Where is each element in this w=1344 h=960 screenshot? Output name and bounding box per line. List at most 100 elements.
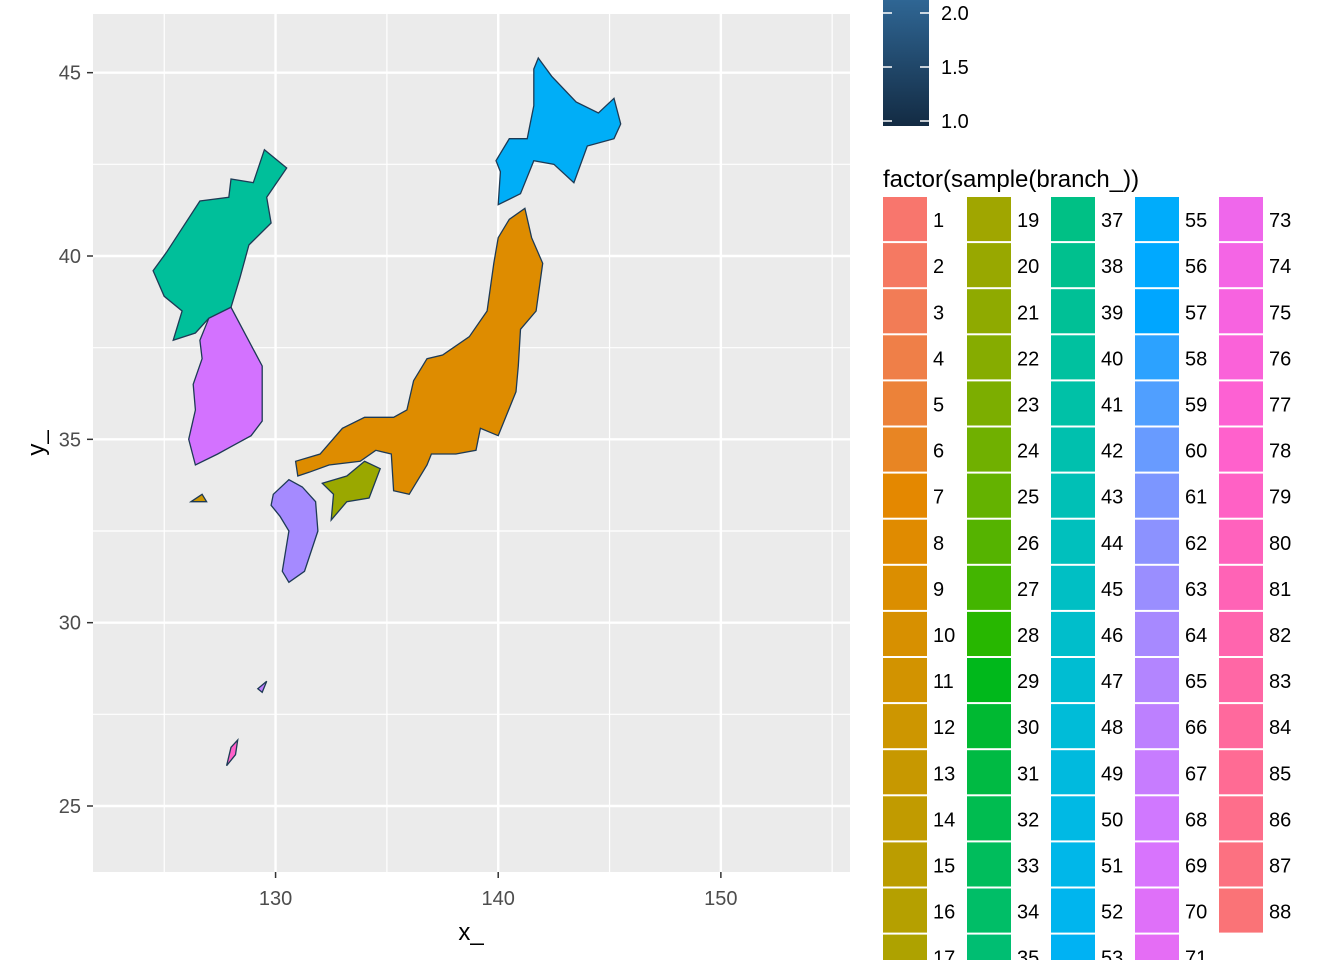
legend-key [883,427,927,472]
legend-key [883,796,927,841]
legend-label: 88 [1269,902,1291,924]
legend-key [1051,243,1095,288]
legend-key [883,335,927,380]
region-polygon [225,737,239,767]
legend-key [883,565,927,610]
legend-key [1219,750,1263,795]
legend-key [883,611,927,656]
colorbar-label: 1.0 [941,111,969,133]
legend-key [1135,427,1179,472]
legend-key [1051,289,1095,334]
legend-label: 7 [933,487,944,509]
legend-key [1051,888,1095,933]
legend-label: 75 [1269,302,1291,324]
legend-label: 52 [1101,902,1123,924]
legend-label: 63 [1185,579,1207,601]
legend-key [967,427,1011,472]
legend-key [1051,611,1095,656]
legend-label: 4 [933,348,944,370]
legend-label: 34 [1017,902,1039,924]
region-polygon [188,493,208,503]
legend-label: 5 [933,394,944,416]
legend-key [967,842,1011,887]
legend-key [1219,796,1263,841]
legend-key [1135,842,1179,887]
legend-label: 55 [1185,210,1207,232]
legend-key [1051,750,1095,795]
legend-label: 43 [1101,487,1123,509]
legend-label: 69 [1185,855,1207,877]
legend-key [1219,243,1263,288]
legend-key [883,888,927,933]
legend-label: 31 [1017,763,1039,785]
legend-label: 66 [1185,717,1207,739]
legend-label: 77 [1269,394,1291,416]
legend-key [1219,289,1263,334]
legend-label: 3 [933,302,944,324]
legend-key [967,519,1011,564]
legend-label: 61 [1185,487,1207,509]
legend-label: 56 [1185,256,1207,278]
y-tick-label: 30 [59,613,81,635]
legend-label: 16 [933,902,955,924]
legend-label: 68 [1185,809,1207,831]
legend-label: 60 [1185,441,1207,463]
x-tick-label: 130 [259,888,292,910]
legend-key [1219,565,1263,610]
legend-key [1219,888,1263,933]
legend-label: 73 [1269,210,1291,232]
legend-label: 20 [1017,256,1039,278]
x-axis-title: x_ [458,919,484,946]
legend-key [1219,658,1263,703]
legend-label: 74 [1269,256,1291,278]
legend-key [1135,243,1179,288]
legend-label: 32 [1017,809,1039,831]
legend-key [1135,519,1179,564]
legend-label: 9 [933,579,944,601]
legend-key [967,473,1011,518]
legend-key [1219,704,1263,749]
legend-label: 53 [1101,948,1123,960]
legend-key [883,243,927,288]
legend-key [967,565,1011,610]
legend-key [1135,611,1179,656]
legend-label: 78 [1269,441,1291,463]
y-tick-label: 45 [59,63,81,85]
legend-label: 30 [1017,717,1039,739]
legend-label: 40 [1101,348,1123,370]
legend-label: 82 [1269,625,1291,647]
legend-key [1051,704,1095,749]
legend-key [967,335,1011,380]
legend-key [1051,473,1095,518]
legend-label: 86 [1269,809,1291,831]
legend-key [967,197,1011,242]
legend-label: 35 [1017,948,1039,960]
legend-label: 19 [1017,210,1039,232]
legend-label: 41 [1101,394,1123,416]
legend-label: 67 [1185,763,1207,785]
legend-key [1135,335,1179,380]
legend-label: 42 [1101,441,1123,463]
legend-label: 10 [933,625,955,647]
legend-key [1219,519,1263,564]
legend-label: 13 [933,763,955,785]
colorbar-label: 2.0 [941,3,969,25]
legend-label: 46 [1101,625,1123,647]
legend-key [883,519,927,564]
legend-label: 65 [1185,671,1207,693]
legend-key [1051,934,1095,960]
legend-label: 38 [1101,256,1123,278]
legend-key [1135,381,1179,426]
legend-label: 8 [933,533,944,555]
legend-key [1135,473,1179,518]
legend-label: 21 [1017,302,1039,324]
colorbar-gradient [883,0,929,126]
legend-label: 44 [1101,533,1123,555]
legend-label: 23 [1017,394,1039,416]
y-tick-label: 25 [59,796,81,818]
legend-key [1051,381,1095,426]
legend-key [1135,197,1179,242]
legend-label: 14 [933,809,955,831]
legend-key [967,796,1011,841]
